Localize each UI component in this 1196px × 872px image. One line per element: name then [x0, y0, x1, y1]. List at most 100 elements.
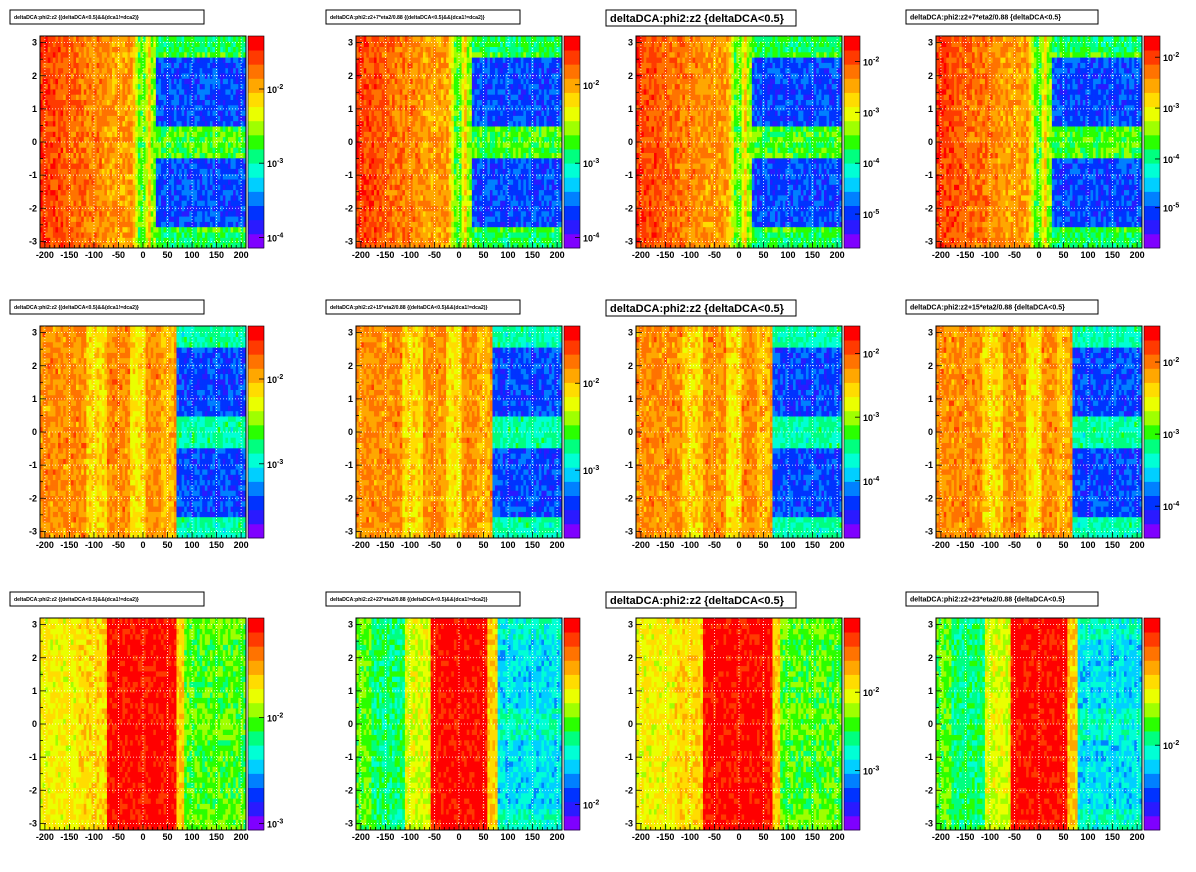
heatmap-cell: [60, 242, 64, 249]
heatmap-cell: [68, 200, 72, 206]
heatmap-cell: [173, 115, 177, 122]
heatmap-cell: [358, 173, 362, 180]
heatmap-cell: [70, 131, 74, 138]
heatmap-cell: [202, 57, 206, 63]
heatmap-cell: [70, 173, 74, 180]
heatmap-cell: [433, 226, 437, 233]
heatmap-cell: [83, 51, 87, 58]
heatmap-cell: [386, 104, 390, 111]
heatmap-cell: [412, 232, 416, 238]
heatmap-cell: [127, 120, 131, 127]
heatmap-cell: [448, 104, 452, 111]
heatmap-cell: [456, 189, 460, 196]
heatmap-cell: [155, 152, 159, 159]
heatmap-cell: [233, 173, 237, 180]
heatmap-cell: [184, 94, 188, 100]
heatmap-cell: [112, 115, 116, 122]
heatmap-cell: [122, 62, 126, 69]
heatmap-cell: [402, 89, 406, 95]
heatmap-cell: [163, 157, 167, 164]
heatmap-cell: [176, 110, 180, 116]
heatmap-cell: [194, 99, 198, 106]
heatmap-cell: [422, 173, 426, 180]
heatmap-cell: [96, 110, 100, 116]
heatmap-cell: [381, 173, 385, 180]
heatmap-cell: [233, 115, 237, 122]
heatmap-cell: [448, 157, 452, 164]
heatmap-cell: [451, 89, 455, 95]
heatmap-cell: [392, 126, 396, 132]
heatmap-cell: [238, 104, 242, 111]
heatmap-cell: [209, 237, 213, 244]
heatmap-cell: [135, 120, 139, 127]
heatmap-cell: [194, 189, 198, 196]
heatmap-cell: [65, 131, 69, 138]
heatmap-cell: [186, 136, 190, 143]
heatmap-cell: [42, 126, 46, 132]
heatmap-cell: [70, 226, 74, 233]
heatmap-cell: [209, 226, 213, 233]
heatmap-cell: [356, 163, 359, 169]
heatmap-cell: [76, 210, 80, 217]
heatmap-cell: [60, 83, 64, 90]
heatmap-cell: [440, 110, 444, 116]
heatmap-cell: [184, 205, 188, 212]
heatmap-cell: [47, 216, 51, 222]
heatmap-cell: [420, 237, 424, 244]
heatmap-cell: [42, 99, 46, 106]
heatmap-cell: [397, 152, 401, 159]
heatmap-cell: [101, 136, 105, 143]
heatmap-cell: [140, 126, 144, 132]
heatmap-cell: [168, 205, 172, 212]
heatmap-cell: [194, 41, 198, 47]
heatmap-cell: [212, 83, 216, 90]
heatmap-cell: [70, 41, 74, 47]
heatmap-cell: [109, 36, 113, 42]
heatmap-cell: [153, 157, 157, 164]
heatmap-cell: [109, 94, 113, 100]
heatmap-cell: [222, 200, 226, 206]
heatmap-cell: [68, 46, 72, 53]
heatmap-cell: [124, 51, 128, 58]
heatmap-cell: [204, 226, 208, 233]
z-tick-label: 10-3: [267, 158, 283, 169]
heatmap-cell: [88, 189, 92, 196]
heatmap-cell: [179, 168, 183, 175]
heatmap-cell: [386, 210, 390, 217]
heatmap-cell: [140, 67, 144, 74]
heatmap-cell: [96, 232, 100, 238]
heatmap-cell: [238, 83, 242, 90]
heatmap-cell: [453, 226, 457, 233]
heatmap-cell: [40, 142, 43, 148]
heatmap-cell: [222, 131, 226, 138]
heatmap-cell: [428, 46, 432, 53]
heatmap-cell: [76, 157, 80, 164]
heatmap-cell: [158, 179, 162, 185]
heatmap-cell: [227, 83, 231, 90]
heatmap-cell: [197, 73, 201, 79]
heatmap-cell: [451, 126, 455, 132]
heatmap-cell: [150, 41, 154, 47]
heatmap-cell: [446, 83, 450, 90]
heatmap-cell: [410, 179, 414, 185]
heatmap-cell: [81, 41, 85, 47]
heatmap-cell: [104, 62, 108, 69]
heatmap-cell: [189, 51, 193, 58]
heatmap-cell: [114, 110, 118, 116]
heatmap-cell: [47, 184, 51, 191]
heatmap-cell: [371, 78, 375, 85]
heatmap-cell: [143, 41, 146, 47]
heatmap-cell: [137, 51, 141, 58]
heatmap-cell: [243, 115, 247, 122]
heatmap-cell: [417, 216, 421, 222]
heatmap-cell: [155, 126, 159, 132]
heatmap-cell: [122, 237, 126, 244]
heatmap-cell: [433, 104, 437, 111]
heatmap-cell: [461, 173, 465, 180]
heatmap-cell: [191, 104, 195, 111]
heatmap-cell: [88, 94, 92, 100]
heatmap-cell: [179, 237, 183, 244]
heatmap-cell: [443, 216, 447, 222]
heatmap-cell: [368, 210, 372, 217]
heatmap-cell: [81, 242, 85, 249]
